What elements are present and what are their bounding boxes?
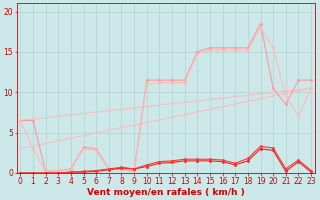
X-axis label: Vent moyen/en rafales ( km/h ): Vent moyen/en rafales ( km/h ): [87, 188, 244, 197]
